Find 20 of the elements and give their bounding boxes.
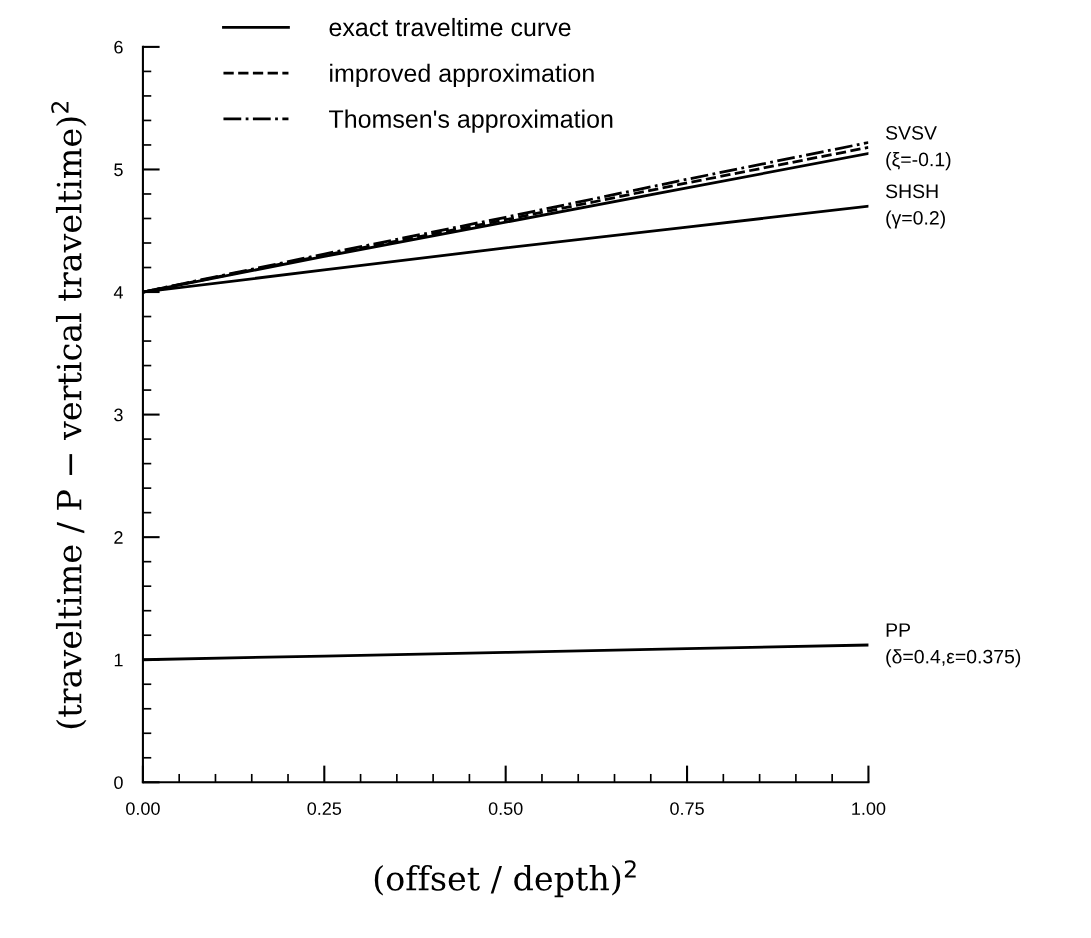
y-tick-label: 5 (114, 163, 123, 177)
y-tick-label: 2 (114, 531, 123, 544)
x-tick-label: 0.00 (126, 802, 160, 815)
x-tick-label: 0.25 (307, 802, 342, 815)
legend-label: Thomsen's approximation (329, 109, 613, 133)
text: SVSV (ξ=-0.1) (885, 125, 951, 171)
y-axis-title: (traveltime / P − vertical traveltime)$^{2}$ (51, 101, 87, 729)
x-tick-label: 1.00 (852, 802, 886, 815)
text: PP (δ=0.4,ε=0.375) (886, 623, 1021, 668)
y-tick-label: 0 (114, 776, 123, 790)
text: SHSH (γ=0.2) (885, 184, 945, 229)
y-tick-label: 1 (114, 653, 123, 667)
x-tick-label: 0.50 (488, 802, 523, 815)
y-tick-label: 3 (114, 408, 123, 422)
legend-label: improved approximation (330, 63, 594, 88)
y-tick-label: 4 (113, 286, 123, 299)
y-tick-label: 6 (114, 40, 123, 54)
legend-label: exact traveltime curve (329, 17, 571, 37)
x-axis-title: (offset / depth)$^{2}$ (374, 860, 636, 898)
x-tick-label: 0.75 (670, 802, 704, 815)
